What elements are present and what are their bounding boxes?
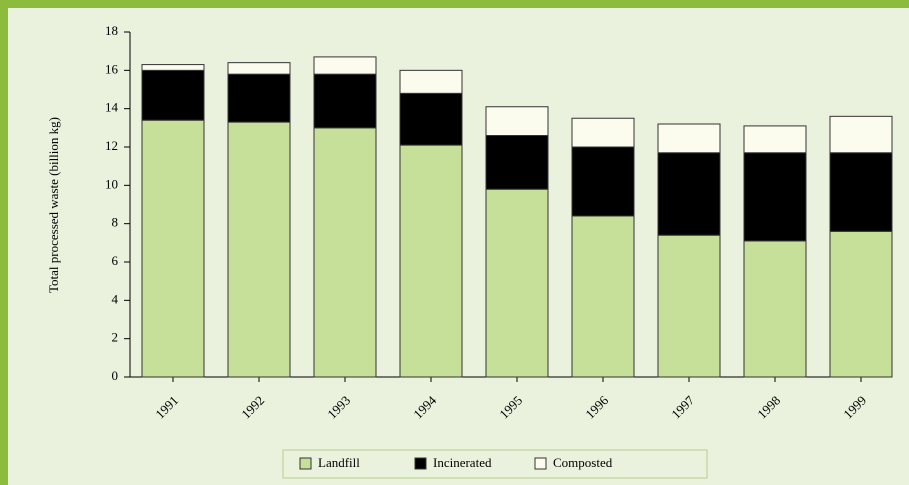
bar-segment <box>743 125 807 154</box>
bar-segment <box>571 146 635 217</box>
legend-label: Incinerated <box>433 455 492 470</box>
bar-segment <box>399 144 463 378</box>
y-tick-label: 4 <box>112 291 119 306</box>
y-tick-label: 14 <box>105 100 119 115</box>
bar-segment <box>313 127 377 378</box>
bar-segment <box>227 73 291 123</box>
bar-segment <box>743 152 807 242</box>
y-tick-label: 16 <box>105 61 119 76</box>
y-tick-label: 6 <box>112 253 119 268</box>
bar-segment <box>141 69 205 121</box>
bar-segment <box>141 119 205 378</box>
y-tick-label: 8 <box>112 215 119 230</box>
y-tick-label: 12 <box>105 138 118 153</box>
bar-segment <box>829 115 893 154</box>
bar-segment <box>829 152 893 232</box>
bar-segment <box>657 234 721 378</box>
y-tick-label: 18 <box>105 23 118 38</box>
y-tick-label: 10 <box>105 176 118 191</box>
bar-segment <box>313 73 377 129</box>
bar-segment <box>743 240 807 378</box>
y-axis-label: Total processed waste (billion kg) <box>46 117 61 293</box>
bar-segment <box>657 123 721 154</box>
legend-swatch <box>534 457 547 470</box>
legend-swatch <box>414 457 427 470</box>
legend-label: Landfill <box>318 455 360 470</box>
bar-segment <box>571 215 635 378</box>
bar-segment <box>399 69 463 94</box>
bar-segment <box>313 56 377 75</box>
bar-segment <box>485 188 549 378</box>
bar-segment <box>141 64 205 71</box>
bar-segment <box>227 121 291 378</box>
y-tick-label: 0 <box>112 368 119 383</box>
legend <box>282 449 708 479</box>
bar-segment <box>227 62 291 75</box>
bar-segment <box>571 117 635 148</box>
y-tick-label: 2 <box>112 330 119 345</box>
legend-label: Composted <box>553 455 613 470</box>
bar-segment <box>399 92 463 146</box>
bar-segment <box>485 106 549 136</box>
bar-segment <box>829 230 893 378</box>
bar-segment <box>485 135 549 190</box>
legend-swatch <box>299 457 312 470</box>
bar-segment <box>657 152 721 236</box>
